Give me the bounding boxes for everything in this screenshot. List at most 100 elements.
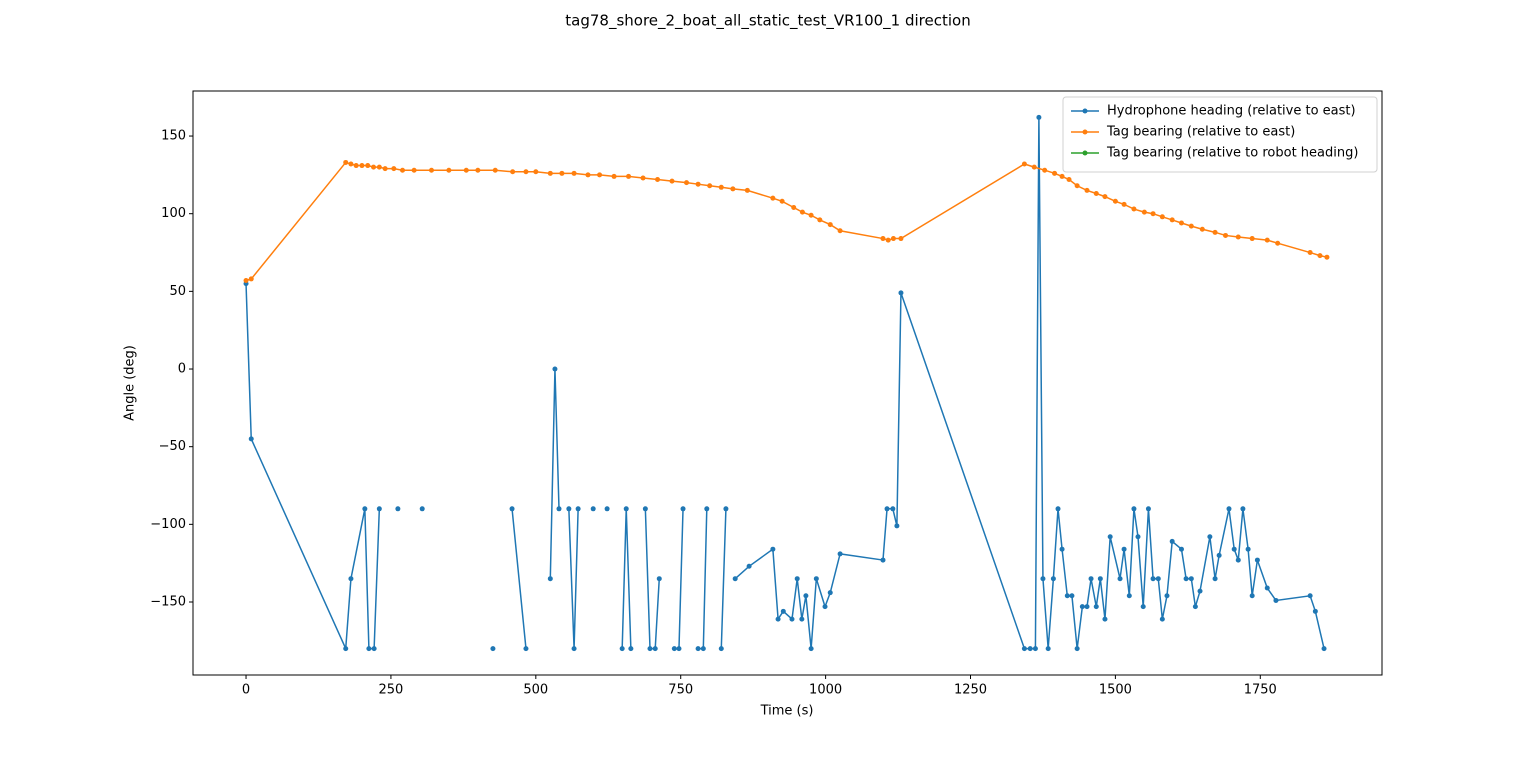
data-point xyxy=(718,184,724,190)
data-point xyxy=(348,161,354,167)
series xyxy=(243,159,1330,283)
data-point xyxy=(1021,161,1027,167)
data-point xyxy=(366,646,372,652)
data-point xyxy=(1212,229,1218,235)
data-point xyxy=(365,163,371,169)
data-point xyxy=(428,167,434,173)
data-point xyxy=(1040,576,1046,582)
data-point xyxy=(880,236,886,242)
x-axis-label: Time (s) xyxy=(760,704,814,719)
data-point xyxy=(1254,557,1260,563)
data-point xyxy=(898,236,904,242)
data-point xyxy=(1126,593,1132,599)
data-point xyxy=(571,170,577,176)
data-point xyxy=(1183,576,1189,582)
x-tick-label: 1500 xyxy=(1099,683,1132,698)
data-point xyxy=(1107,534,1113,540)
legend-marker xyxy=(1082,108,1088,114)
data-point xyxy=(770,195,776,201)
data-point xyxy=(890,236,896,242)
data-point xyxy=(362,506,368,512)
data-point xyxy=(359,163,365,169)
data-point xyxy=(446,167,452,173)
y-tick-label: −150 xyxy=(150,595,186,610)
data-point xyxy=(1084,187,1090,193)
data-point xyxy=(597,172,603,178)
data-point xyxy=(1216,552,1222,558)
data-point xyxy=(523,646,529,652)
data-point xyxy=(1079,604,1085,610)
data-point xyxy=(391,166,397,172)
data-point xyxy=(623,506,629,512)
y-axis-label: Angle (deg) xyxy=(123,345,138,421)
data-point xyxy=(371,646,377,652)
data-point xyxy=(1097,576,1103,582)
data-point xyxy=(1321,646,1327,652)
data-point xyxy=(611,173,617,179)
data-point xyxy=(400,167,406,173)
data-point xyxy=(376,164,382,170)
data-point xyxy=(1324,254,1330,260)
data-point xyxy=(1042,167,1048,173)
data-point xyxy=(680,506,686,512)
y-tick-label: 50 xyxy=(169,284,186,299)
data-point xyxy=(552,366,558,372)
data-point xyxy=(1249,593,1255,599)
data-point xyxy=(884,506,890,512)
data-point xyxy=(547,576,553,582)
data-point xyxy=(604,506,610,512)
data-point xyxy=(1021,646,1027,652)
data-point xyxy=(827,222,833,228)
data-point xyxy=(1307,250,1313,256)
data-point xyxy=(1050,576,1056,582)
data-point xyxy=(509,506,515,512)
data-point xyxy=(799,209,805,215)
data-point xyxy=(780,608,786,614)
data-point xyxy=(353,163,359,169)
data-point xyxy=(376,506,382,512)
data-point xyxy=(1121,546,1127,552)
legend-box xyxy=(1062,96,1378,173)
data-point xyxy=(1059,546,1065,552)
series-line xyxy=(245,117,1325,650)
x-tick-label: 500 xyxy=(523,683,548,698)
data-point xyxy=(492,167,498,173)
data-point xyxy=(684,180,690,186)
x-tick-label: 1750 xyxy=(1244,683,1277,698)
data-point xyxy=(1031,164,1037,170)
data-point xyxy=(789,616,795,622)
legend-marker xyxy=(1082,150,1088,156)
data-point xyxy=(799,616,805,622)
data-point xyxy=(1052,170,1058,176)
data-point xyxy=(1064,593,1070,599)
data-point xyxy=(556,506,562,512)
data-point xyxy=(585,172,591,178)
data-point xyxy=(1074,646,1080,652)
data-point xyxy=(1117,576,1123,582)
data-point xyxy=(510,169,516,175)
data-point xyxy=(770,546,776,552)
plot-frame xyxy=(192,90,1383,676)
data-point xyxy=(1188,223,1194,229)
data-point xyxy=(628,646,634,652)
data-point xyxy=(779,198,785,204)
data-point xyxy=(718,646,724,652)
data-point xyxy=(1159,616,1165,622)
data-point xyxy=(894,523,900,529)
data-point xyxy=(1178,546,1184,552)
data-point xyxy=(533,169,539,175)
data-point xyxy=(1240,506,1246,512)
data-point xyxy=(642,506,648,512)
data-point xyxy=(243,277,249,283)
data-point xyxy=(671,646,677,652)
data-point xyxy=(704,506,710,512)
data-point xyxy=(463,167,469,173)
legend-label: Tag bearing (relative to east) xyxy=(1106,125,1295,140)
data-point xyxy=(1131,206,1137,212)
data-point xyxy=(1150,576,1156,582)
y-tick-label: −50 xyxy=(159,439,186,454)
data-point xyxy=(348,576,354,582)
x-tick-label: 0 xyxy=(242,683,250,698)
